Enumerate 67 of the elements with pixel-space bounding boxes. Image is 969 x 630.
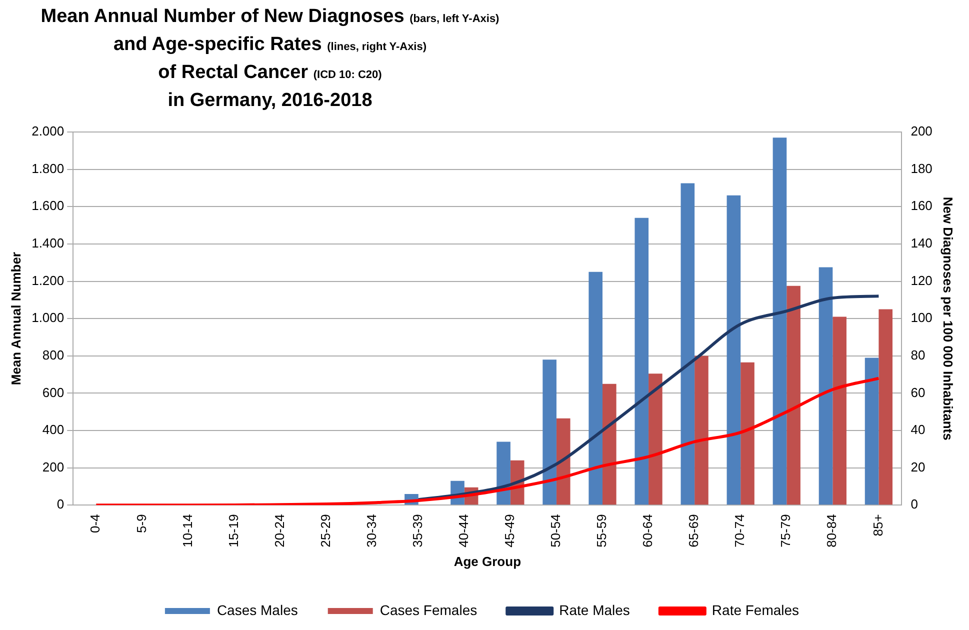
x-tick-label: 45-49 <box>502 514 518 548</box>
bar <box>878 309 893 505</box>
bar <box>832 316 846 505</box>
y-tick-label: 1.400 <box>32 236 64 251</box>
legend-label: Cases Males <box>216 602 298 618</box>
x-tick-label: 85+ <box>870 514 886 536</box>
bar <box>864 358 879 505</box>
x-tick-label: 80-84 <box>824 514 840 548</box>
x-tick-label: 5-9 <box>134 514 149 533</box>
x-tick-label: 15-19 <box>226 514 241 548</box>
x-tick-label: 55-59 <box>594 514 610 548</box>
x-tick-label: 75-79 <box>778 514 794 548</box>
chart-title: Mean Annual Number of New Diagnoses (bars, left Y-Axis) and Age-specific Rates (lines, right Y-Axis) of Rectal Cancer (ICD 10: C20) in Germany, 2016-2018 <box>40 6 500 111</box>
y2-tick-label: 180 <box>910 160 932 176</box>
bar <box>680 183 695 505</box>
x-tick-label: 10-14 <box>180 514 195 548</box>
legend-label: Rate Males <box>559 602 630 618</box>
y2-tick-label: 140 <box>910 236 932 251</box>
bar <box>740 362 754 505</box>
x-tick-label: 25-29 <box>318 514 333 548</box>
y-tick-label: 1.200 <box>32 272 64 288</box>
x-tick-label: 35-39 <box>410 514 425 548</box>
y-tick-label: 1.000 <box>32 310 64 326</box>
y-tick-label: 400 <box>42 422 64 438</box>
bar <box>818 267 833 505</box>
y2-tick-label: 0 <box>910 496 918 512</box>
x-tick-label: 30-34 <box>364 514 379 548</box>
bar <box>634 218 649 505</box>
y2-tick-label: 20 <box>910 459 926 474</box>
y-axis-title: Mean Annual Number <box>8 252 24 386</box>
bar <box>648 374 662 505</box>
y2-tick-label: 160 <box>910 198 932 214</box>
x-tick-label: 50-54 <box>548 514 564 548</box>
x-tick-label: 0-4 <box>88 514 103 533</box>
y-tick-label: 600 <box>42 384 64 400</box>
y2-tick-label: 100 <box>910 310 932 326</box>
bar <box>786 286 800 505</box>
y-tick-label: 0 <box>56 496 64 512</box>
x-axis-title: Age Group <box>454 554 522 569</box>
y2-tick-label: 60 <box>910 384 926 400</box>
x-tick-label: 65-69 <box>686 514 702 548</box>
y-tick-label: 1.800 <box>32 160 64 176</box>
y2-tick-label: 80 <box>910 347 926 362</box>
bar <box>496 442 510 505</box>
bar <box>588 272 602 505</box>
bar <box>556 418 570 505</box>
x-tick-label: 60-64 <box>640 514 656 548</box>
y-tick-label: 800 <box>42 347 64 362</box>
y-tick-label: 1.600 <box>32 198 64 214</box>
y2-tick-label: 120 <box>910 272 932 288</box>
x-tick-label: 70-74 <box>732 514 748 548</box>
x-tick-label: 40-44 <box>456 514 471 548</box>
y-tick-label: 2.000 <box>32 124 64 139</box>
line-series <box>416 294 880 502</box>
bar <box>726 195 741 505</box>
y2-tick-label: 200 <box>910 124 932 139</box>
y2-tick-label: 40 <box>910 422 926 438</box>
bar <box>542 360 556 505</box>
y2-axis-title: New Diagnoses per 100 000 Inhabitants <box>940 196 956 440</box>
bar <box>602 384 616 505</box>
line-series <box>94 376 880 506</box>
bar <box>694 356 708 505</box>
y-tick-label: 200 <box>42 459 64 474</box>
x-tick-label: 20-24 <box>272 514 287 548</box>
legend-label: Rate Females <box>712 602 800 618</box>
bar <box>772 138 787 505</box>
legend-label: Cases Females <box>380 602 478 618</box>
